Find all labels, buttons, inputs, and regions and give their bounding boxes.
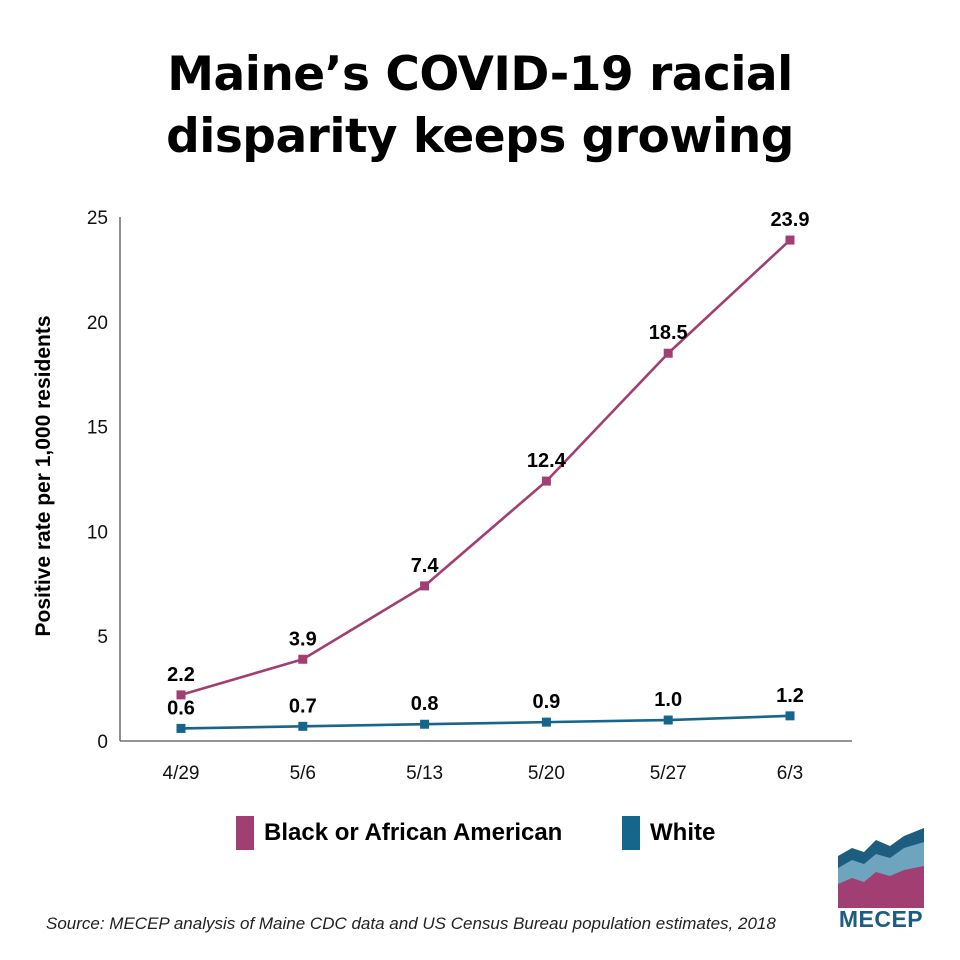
data-point-white xyxy=(541,717,551,727)
data-label-white: 0.6 xyxy=(167,697,195,719)
data-label-black: 23.9 xyxy=(771,209,810,231)
data-point-white xyxy=(785,711,795,721)
data-label-white: 1.2 xyxy=(776,685,804,707)
x-tick-label: 5/13 xyxy=(406,763,443,784)
data-point-black xyxy=(663,348,673,358)
legend-item-white: White xyxy=(622,813,715,853)
data-label-white: 0.7 xyxy=(289,695,317,717)
data-point-white xyxy=(176,723,186,733)
data-label-black: 7.4 xyxy=(411,555,440,577)
data-point-black xyxy=(541,476,551,486)
mecep-logo-icon xyxy=(838,828,924,908)
data-label-white: 1.0 xyxy=(654,689,682,711)
data-label-black: 18.5 xyxy=(649,322,688,344)
y-tick-label: 25 xyxy=(87,208,108,229)
y-axis-label: Positive rate per 1,000 residents xyxy=(32,316,55,637)
source-note: Source: MECEP analysis of Maine CDC data… xyxy=(46,914,776,933)
series-line-black xyxy=(180,239,791,697)
y-tick-label: 5 xyxy=(97,627,108,648)
data-point-white xyxy=(420,719,430,729)
line-chart: 0 5 10 15 20 25 4/29 5/6 5/13 5/20 5/27 6/3 Positive… xyxy=(32,208,852,784)
data-label-white: 0.9 xyxy=(532,691,560,713)
legend-label-black: Black or African American xyxy=(264,819,563,846)
y-tick-label: 10 xyxy=(87,522,108,543)
data-label-black: 2.2 xyxy=(167,664,195,686)
series-layer xyxy=(176,235,795,733)
x-tick-label: 5/27 xyxy=(650,763,687,784)
chart-title: Maine’s COVID-19 racial disparity keeps … xyxy=(0,44,960,168)
x-tick-label: 5/6 xyxy=(290,763,316,784)
x-tick-label: 5/20 xyxy=(528,763,565,784)
data-label-black: 12.4 xyxy=(527,450,567,472)
data-labels: 2.2 3.9 7.4 12.4 18.5 23.9 0.6 0.7 0.8 0.9 1.0 1.2 xyxy=(167,209,809,719)
legend-item-black-or-african-american: Black or African American xyxy=(236,813,562,853)
series-line-white xyxy=(180,714,791,730)
data-point-black xyxy=(420,581,430,591)
y-tick-label: 0 xyxy=(97,732,108,753)
axes: 0 5 10 15 20 25 4/29 5/6 5/13 5/20 5/27 6/3 Positive… xyxy=(32,208,852,784)
y-tick-label: 20 xyxy=(87,313,108,334)
data-label-white: 0.8 xyxy=(411,693,439,715)
y-tick-label: 15 xyxy=(87,418,108,439)
data-label-black: 3.9 xyxy=(289,628,317,650)
x-tick-label: 4/29 xyxy=(163,763,200,784)
legend-swatch-black xyxy=(236,816,254,850)
chart-title-line-2: disparity keeps growing xyxy=(166,109,794,164)
data-point-white xyxy=(298,721,308,731)
data-point-black xyxy=(298,654,308,664)
legend-swatch-white xyxy=(622,816,640,850)
chart-title-line-1: Maine’s COVID-19 racial xyxy=(167,47,793,102)
data-point-black xyxy=(785,235,795,245)
legend-label-white: White xyxy=(650,819,716,846)
data-point-white xyxy=(663,715,673,725)
data-point-black xyxy=(176,690,186,700)
logo-text: MECEP xyxy=(838,906,924,932)
x-tick-label: 6/3 xyxy=(777,763,803,784)
